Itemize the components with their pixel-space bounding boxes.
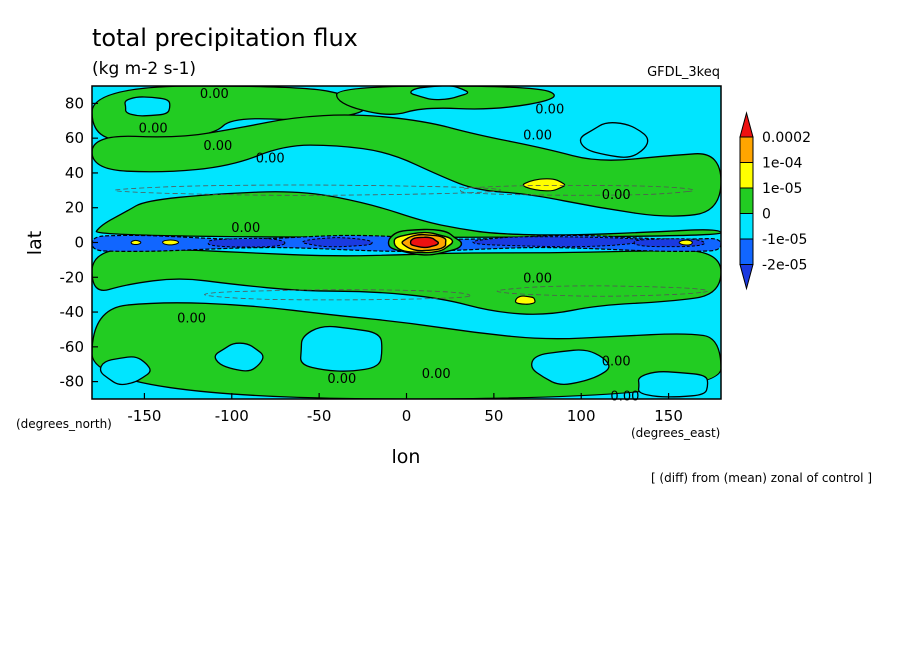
field-region-22 [409,236,440,249]
contour-label-12: 0.00 [327,372,356,387]
field-region-24 [678,239,693,246]
chart-units: (kg m-2 s-1) [92,59,196,79]
contour-label-4: 0.00 [535,103,564,118]
y-unit-label: (degrees_north) [16,417,112,431]
plot-area: 0.00 0.00 0.00 0.00 0.00 0.00 0.00 0.00 0.00 0.00… [60,85,722,425]
field-region-13 [410,86,469,101]
contour-label-6: 0.00 [602,188,631,203]
contour-label-2: 0.00 [203,139,232,154]
legend-swatch-3 [739,187,754,214]
field-region-31 [496,285,709,297]
field-region-7 [531,349,610,385]
field-region-15 [207,237,286,248]
y-axis-ticks: -80 -60 -40 -20 0 20 40 60 80 [60,94,98,391]
legend-level-0: 0.0002 [762,130,811,146]
footer-note: [ (diff) from (mean) zonal of control ] [651,471,872,485]
x-unit-label: (degrees_east) [631,426,720,440]
x-tick-label-5: 100 [567,407,596,425]
contour-label-10: 0.00 [602,355,631,370]
contour-label-8: 0.00 [523,271,552,286]
field-region-11 [579,122,649,158]
color-legend: 0.0002 1e-04 1e-05 0 -1e-05 -2e-05 [739,111,811,291]
legend-swatch-4 [739,213,754,240]
field-region-9 [637,371,709,398]
x-tick-label-2: -50 [307,407,332,425]
field-region-10 [99,356,151,386]
contour-label-3: 0.00 [256,151,285,166]
x-tick-label-3: 0 [402,407,412,425]
legend-swatch-0 [739,111,754,138]
legend-level-4: -1e-05 [762,232,807,248]
chart-title: total precipitation flux [92,24,358,52]
legend-swatch-1 [739,136,754,163]
field-region-4 [92,247,721,315]
field-region-18 [633,238,705,248]
field-region-1 [335,86,555,115]
field-region-16 [302,237,373,248]
x-tick-label-0: -150 [127,407,161,425]
contour-labels: 0.00 0.00 0.00 0.00 0.00 0.00 0.00 0.00 0.00 0.00… [139,87,640,405]
field-region-17 [472,236,648,248]
y-tick-label-6: 40 [65,164,84,182]
y-tick-label-3: -20 [60,268,85,286]
field-region-3 [95,191,721,238]
contour-label-11: 0.00 [422,367,451,382]
y-axis-label: lat [24,231,46,255]
field-region-8 [214,342,264,372]
legend-swatch-6 [739,264,754,291]
contour-label-5: 0.00 [523,129,552,144]
field-region-12 [124,96,171,117]
field-region-29 [460,185,695,196]
legend-swatch-2 [739,162,754,189]
field-region-27 [514,295,536,305]
field-region-30 [204,289,471,301]
y-tick-label-4: 0 [74,234,84,252]
field-region-28 [114,184,501,196]
x-axis-ticks: -150 -100 -50 0 50 100 150 [127,393,683,425]
model-label: GFDL_3keq [647,65,720,80]
x-axis-label: lon [392,446,421,468]
y-tick-label-0: -80 [60,373,85,391]
legend-level-3: 0 [762,207,771,223]
y-tick-label-7: 60 [65,129,84,147]
legend-level-2: 1e-05 [762,181,802,197]
y-tick-label-5: 20 [65,199,84,217]
contour-label-13: 0.00 [610,390,639,405]
contour-label-1: 0.00 [139,122,168,137]
x-tick-label-4: 50 [484,407,503,425]
x-tick-label-1: -100 [215,407,249,425]
precip-field [92,86,721,399]
legend-level-5: -2e-05 [762,258,807,274]
field-region-25 [130,239,142,245]
contour-label-0: 0.00 [200,87,229,102]
x-tick-label-6: 150 [654,407,683,425]
field-region-26 [522,178,566,192]
contour-label-7: 0.00 [231,221,260,236]
legend-swatch-5 [739,238,754,265]
y-tick-label-2: -40 [60,303,85,321]
y-tick-label-8: 80 [65,94,84,112]
legend-level-1: 1e-04 [762,156,802,172]
field-region-6 [300,325,383,372]
field-region-23 [162,239,180,246]
y-tick-label-1: -60 [60,338,85,356]
contour-label-9: 0.00 [177,311,206,326]
